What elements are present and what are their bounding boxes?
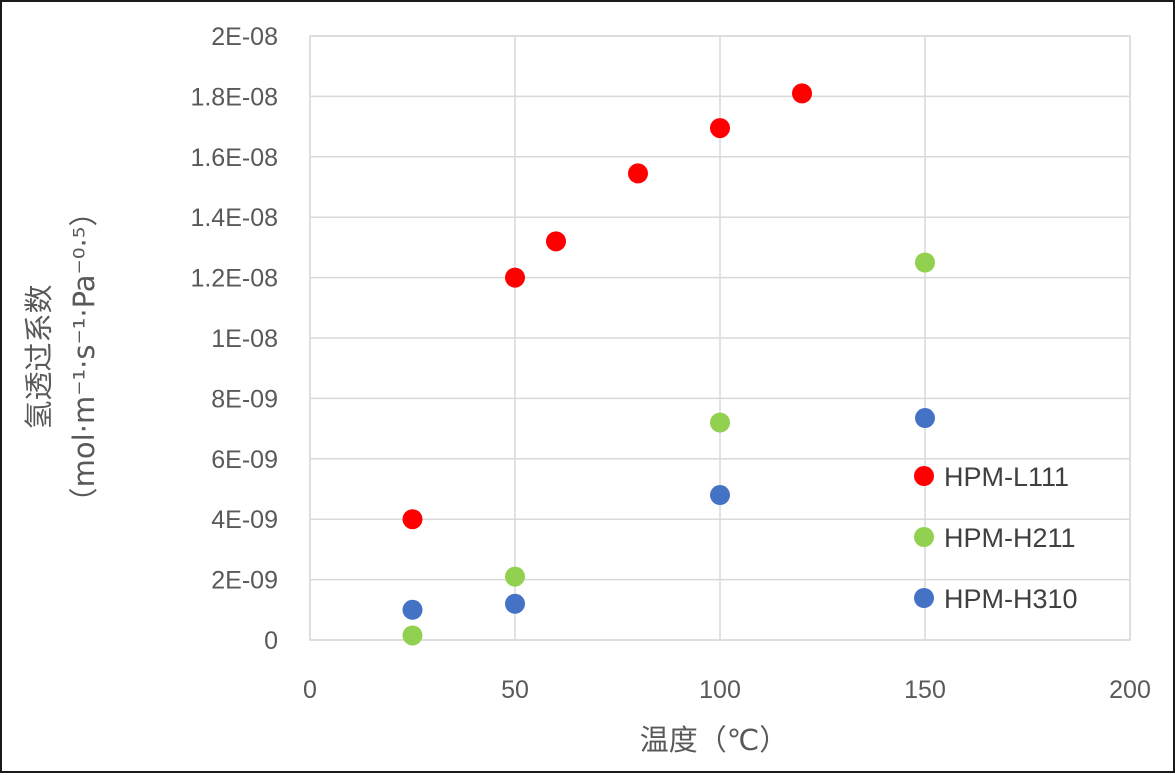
y-tick-label: 1E-08 bbox=[211, 325, 278, 353]
y-tick-label: 1.2E-08 bbox=[190, 265, 278, 293]
x-tick-label: 100 bbox=[699, 676, 741, 704]
data-point-hpm-h310 bbox=[915, 408, 935, 429]
legend-marker bbox=[914, 588, 934, 608]
plot-area-border bbox=[309, 35, 1131, 641]
data-point-hpm-h310 bbox=[710, 485, 730, 506]
data-point-hpm-h310 bbox=[505, 593, 525, 614]
legend-label: HPM-H211 bbox=[944, 523, 1076, 553]
data-point-hpm-l111 bbox=[546, 231, 566, 252]
legend: HPM-L111 HPM-H211 HPM-H310 bbox=[914, 462, 1078, 614]
y-tick-label: 1.4E-08 bbox=[190, 204, 278, 232]
data-point-hpm-h310 bbox=[402, 599, 423, 620]
x-tick-label: 0 bbox=[303, 676, 317, 704]
y-axis-ticks: 0 2E-09 4E-09 6E-09 8E-09 1E-08 1.2E-08 1.4E-08… bbox=[190, 23, 278, 655]
x-axis-title: 温度（℃） bbox=[640, 723, 789, 757]
data-point-hpm-l111 bbox=[628, 163, 648, 184]
data-points bbox=[402, 83, 935, 646]
data-point-hpm-h211 bbox=[505, 566, 525, 587]
data-point-hpm-h211 bbox=[915, 252, 935, 273]
data-point-hpm-h211 bbox=[710, 412, 730, 433]
y-axis-title: 氢透过系数 bbox=[22, 284, 56, 429]
x-tick-label: 200 bbox=[1109, 676, 1151, 704]
y-tick-label: 1.6E-08 bbox=[190, 144, 278, 172]
legend-label: HPM-L111 bbox=[944, 462, 1069, 492]
data-point-hpm-l111 bbox=[402, 509, 423, 530]
data-point-hpm-l111 bbox=[505, 267, 525, 288]
x-tick-label: 150 bbox=[904, 676, 946, 704]
x-axis-ticks: 0 50 100 150 200 bbox=[303, 676, 1151, 704]
x-tick-label: 50 bbox=[501, 676, 529, 704]
y-tick-label: 0 bbox=[264, 627, 278, 655]
y-tick-label: 2E-09 bbox=[211, 567, 278, 595]
y-axis-unit: （mol·m⁻¹·s⁻¹·Pa⁻⁰·⁵） bbox=[67, 198, 101, 517]
y-tick-label: 8E-09 bbox=[211, 385, 278, 413]
data-point-hpm-h211 bbox=[402, 625, 423, 646]
legend-label: HPM-H310 bbox=[944, 584, 1078, 614]
y-tick-label: 1.8E-08 bbox=[190, 83, 278, 111]
y-tick-label: 4E-09 bbox=[211, 506, 278, 534]
legend-marker bbox=[914, 466, 934, 486]
y-tick-label: 6E-09 bbox=[211, 446, 278, 474]
data-point-hpm-l111 bbox=[710, 118, 730, 139]
legend-marker bbox=[914, 527, 934, 547]
data-point-hpm-l111 bbox=[792, 83, 812, 104]
y-tick-label: 2E-08 bbox=[211, 23, 278, 51]
